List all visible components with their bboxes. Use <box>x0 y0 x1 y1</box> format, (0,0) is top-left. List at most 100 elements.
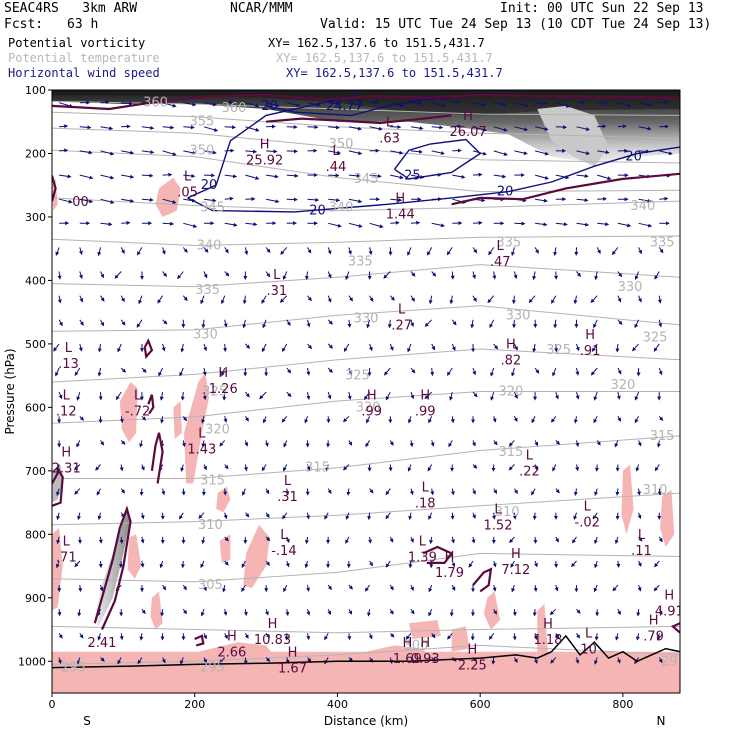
theta-isentrope <box>52 435 680 479</box>
wind-vector <box>572 536 577 544</box>
wind-vector <box>389 584 394 591</box>
wind-vector <box>58 391 63 400</box>
wind-vector <box>573 488 578 496</box>
wind-vector <box>266 174 279 179</box>
wind-vector <box>182 584 187 591</box>
wind-vector <box>179 367 184 377</box>
wind-vector <box>449 391 453 401</box>
wind-vector <box>431 343 436 351</box>
wind-vector <box>452 100 462 105</box>
wind-vector <box>614 536 619 545</box>
wind-vector <box>489 319 495 329</box>
wind-vector-field <box>53 100 673 665</box>
wind-vector <box>180 464 185 472</box>
theta-contour-label: 310 <box>198 518 223 533</box>
wind-vector <box>451 560 456 568</box>
pv-extremum-marker: H <box>463 109 473 124</box>
theta-contour-label: 315 <box>305 461 330 476</box>
wind-vector <box>617 608 621 616</box>
pv-extremum-value: 2.66 <box>217 646 246 661</box>
wind-vector <box>224 536 229 542</box>
wind-vector <box>576 100 586 105</box>
wind-vector <box>306 633 311 641</box>
y-tick-label: 800 <box>25 528 46 541</box>
wind-vector <box>658 536 663 543</box>
wind-vector <box>327 271 332 279</box>
pv-extremum-value: .11 <box>631 544 652 559</box>
wind-vector <box>157 295 164 304</box>
init-time: Init: 00 UTC Sun 22 Sep 13 <box>500 1 704 16</box>
wind-vector <box>410 220 421 225</box>
wind-vector <box>555 536 559 543</box>
pv-positive-patch <box>155 177 181 217</box>
wind-vector <box>177 271 184 280</box>
wind-vector <box>74 464 81 471</box>
wind-vector <box>97 247 102 257</box>
wind-vector <box>617 222 632 228</box>
theta-isentrope <box>52 644 680 665</box>
wind-vector <box>79 633 84 639</box>
wind-vector <box>616 391 621 400</box>
pv-positive-patch <box>52 528 63 611</box>
wind-vector <box>327 608 332 616</box>
wind-vector <box>528 295 536 304</box>
wind-vector <box>139 440 144 448</box>
wind-vector <box>283 440 288 448</box>
wind-vector <box>78 343 83 352</box>
wind-vector <box>120 319 126 326</box>
wind-vector <box>76 440 81 448</box>
wind-vector <box>285 609 290 617</box>
wind-vector <box>100 657 105 662</box>
wind-vector <box>55 247 60 256</box>
wind-vector <box>119 416 124 423</box>
wind-vector <box>657 295 662 304</box>
wind-vector <box>594 536 598 545</box>
y-tick-label: 100 <box>25 84 46 97</box>
wind-vector <box>551 416 557 423</box>
x-tick-label: 600 <box>470 698 491 711</box>
pv-positive-patch <box>243 524 270 589</box>
pv-extremum-marker: L <box>526 449 534 464</box>
wind-vector <box>265 609 269 616</box>
pv-contour <box>670 622 680 634</box>
wind-vector <box>283 584 288 593</box>
wind-vector <box>245 149 258 154</box>
wind-vector <box>327 247 332 255</box>
wind-vector <box>243 657 248 665</box>
wind-vector <box>56 464 61 472</box>
wind-vector <box>79 295 84 303</box>
pv-positive-patch <box>483 591 501 630</box>
pv-extremum-marker: H <box>511 547 521 562</box>
wind-vector <box>348 198 363 204</box>
wind-vector <box>654 464 660 472</box>
wind-vector <box>202 367 207 376</box>
wind-vector <box>512 319 517 329</box>
pv-extremum-value: .31 <box>266 284 287 299</box>
wind-vector <box>658 367 663 376</box>
wind-vector <box>283 464 288 472</box>
wind-vector <box>407 343 412 353</box>
wind-vector <box>472 488 476 495</box>
wind-vector <box>532 271 537 281</box>
wind-vector <box>513 391 518 400</box>
pv-extremum-value: -.72 <box>125 404 150 419</box>
wind-vector <box>136 319 143 328</box>
wind-vector <box>201 319 206 329</box>
wind-vector <box>98 560 103 569</box>
wind-vector <box>115 391 122 401</box>
wind-vector <box>493 174 507 179</box>
wind-vector <box>79 415 84 421</box>
theta-contour-label: 305 <box>198 578 223 593</box>
wind-vector <box>493 126 508 132</box>
wind-vector <box>244 440 249 447</box>
wind-vector <box>596 440 601 446</box>
wind-vector <box>242 295 247 305</box>
wind-vector <box>121 220 131 225</box>
pv-extremum-marker: L <box>184 169 192 184</box>
pv-extremum-value: 1.67 <box>278 661 307 676</box>
wind-vector <box>654 271 660 280</box>
wind-vector <box>306 319 311 328</box>
wind-vector <box>201 536 206 545</box>
wind-vector <box>180 560 185 569</box>
